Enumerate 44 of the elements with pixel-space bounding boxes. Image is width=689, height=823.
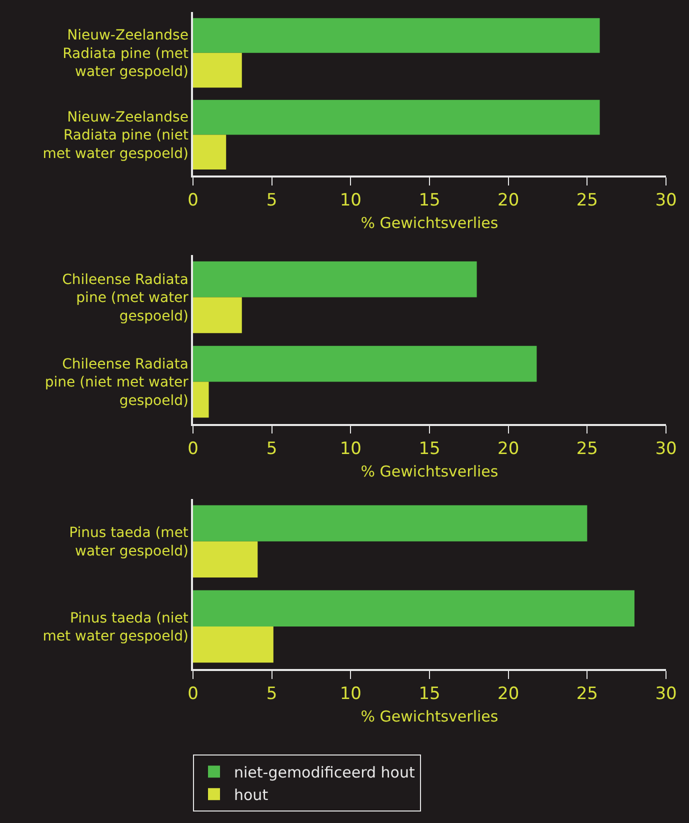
x-tick-label: 10 bbox=[340, 439, 362, 460]
x-tick-label: 5 bbox=[266, 684, 278, 704]
bar bbox=[193, 590, 634, 626]
x-tick-label: 30 bbox=[655, 190, 677, 211]
y-tick-label: Pinus taeda (met water gespoeld) bbox=[69, 525, 189, 560]
y-tick-label: Nieuw-Zeelandse Radiata pine (met water gespoeld) bbox=[62, 28, 189, 80]
x-tick-label: 25 bbox=[576, 190, 598, 211]
bar bbox=[193, 541, 258, 578]
bar bbox=[193, 505, 588, 542]
bar bbox=[193, 18, 600, 53]
bar bbox=[193, 297, 242, 334]
legend-label: hout bbox=[234, 786, 268, 804]
x-tick-label: 15 bbox=[418, 439, 440, 460]
x-tick-label: 0 bbox=[188, 439, 198, 460]
x-tick-label: 25 bbox=[576, 684, 598, 704]
bar bbox=[193, 134, 226, 170]
y-tick-label: Chileense Radiata pine (met water gespoeld) bbox=[62, 272, 189, 324]
x-tick-label: 30 bbox=[655, 684, 677, 704]
x-tick-label: 10 bbox=[340, 684, 362, 704]
bar bbox=[193, 626, 274, 663]
x-tick-label: 10 bbox=[340, 190, 362, 211]
y-tick-label: Chileense Radiata pine (niet met water gespoeld) bbox=[44, 356, 189, 409]
bar bbox=[193, 261, 477, 298]
x-tick-label: 30 bbox=[655, 439, 677, 460]
bar bbox=[193, 382, 209, 418]
x-tick-label: 20 bbox=[498, 684, 520, 704]
x-tick-label: 5 bbox=[266, 190, 278, 211]
bar bbox=[193, 52, 242, 88]
y-tick-label: Pinus taeda (niet met water gespoeld) bbox=[42, 610, 189, 644]
x-tick-label: 25 bbox=[576, 439, 598, 460]
x-tick-label: 20 bbox=[498, 439, 520, 460]
bar bbox=[193, 346, 537, 382]
x-tick-label: 15 bbox=[418, 684, 440, 704]
x-axis-title: % Gewichtsverlies bbox=[360, 214, 498, 232]
x-axis-title: % Gewichtsverlies bbox=[360, 462, 498, 481]
bar bbox=[193, 100, 600, 135]
x-tick-label: 15 bbox=[418, 190, 440, 211]
x-tick-label: 5 bbox=[266, 439, 278, 460]
x-tick-label: 20 bbox=[498, 190, 520, 211]
y-tick-label: Nieuw-Zeelandse Radiata pine (niet met water gespoeld) bbox=[42, 109, 189, 162]
x-tick-label: 0 bbox=[188, 684, 198, 704]
legend-label: niet-gemodificeerd hout bbox=[234, 764, 415, 782]
x-tick-label: 0 bbox=[188, 190, 198, 211]
x-axis-title: % Gewichtsverlies bbox=[360, 708, 498, 726]
